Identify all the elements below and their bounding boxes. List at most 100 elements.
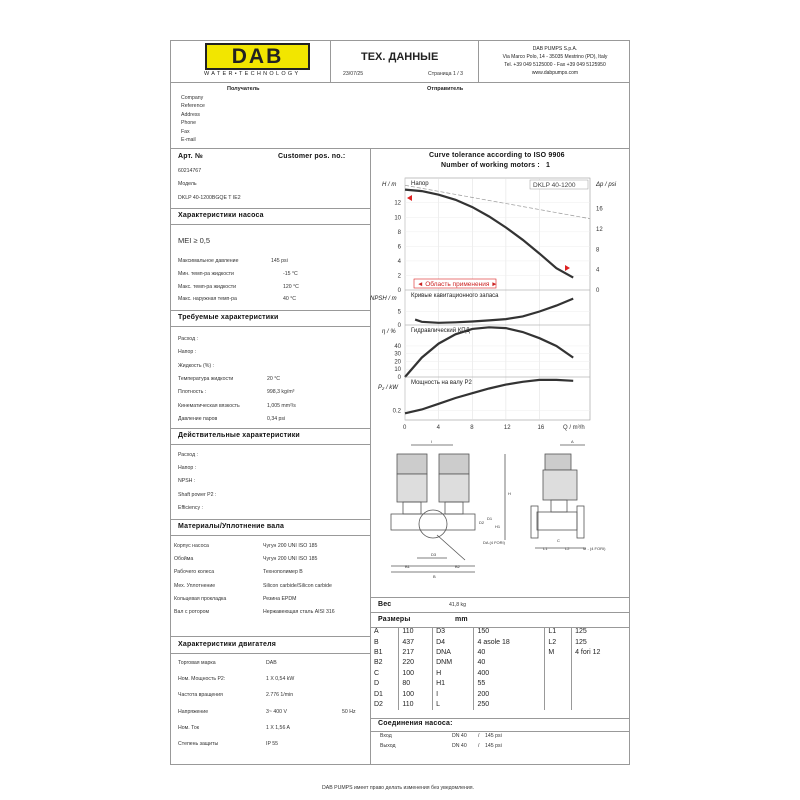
y-tick-label: 5 — [398, 310, 402, 316]
material-value: Нержавеющая сталь AISI 316 — [263, 609, 335, 615]
drawing-dimension-label: L2 — [565, 546, 570, 551]
recipient-label: Получатель — [227, 86, 260, 92]
connection-pressure: 145 psi — [485, 743, 502, 749]
motor-spec-value: 2.776 1/min — [266, 692, 294, 699]
drawing-dimension-label: H — [508, 491, 511, 496]
dimension-key: D — [374, 680, 380, 688]
connection-pressure: 145 psi — [485, 733, 502, 739]
y-axis-label: NPSH / m — [370, 296, 397, 302]
panel-title: Напор — [411, 181, 429, 187]
company-line: Via Marco Polo, 14 - 35035 Mestrino (PD)… — [502, 54, 608, 60]
material-value: Резина EPDM — [263, 595, 297, 602]
motors-label: Number of working motors : — [441, 162, 540, 169]
customer-pos-label: Customer pos. no.: — [278, 153, 346, 160]
model-label: Модель — [178, 181, 197, 187]
company-line: www.dabpumps.com — [531, 70, 579, 76]
required-spec-label: Напор : — [178, 349, 197, 356]
dimension-key: L1 — [544, 627, 572, 638]
weight-value: 41,8 kg — [449, 602, 467, 608]
y-tick-label: 0.2 — [393, 408, 402, 414]
motor-spec-value: 1 X 0,54 kW — [266, 676, 295, 683]
weight-label: Вес — [378, 601, 392, 608]
page-title: ТЕХ. ДАННЫЕ — [361, 51, 439, 63]
dashed-curve — [404, 184, 591, 220]
dimensions-table: A 110 D3 150 L1 125 B 437 D4 4 asole 18 L2 125 B1 217… — [371, 627, 629, 711]
company-line: Tel. +39 049 5125000 - Fax +39 049 51259… — [504, 62, 606, 68]
dimension-row: B1 217 DNA 40 M 4 fori 12 — [371, 647, 629, 659]
section-pump-title: Характеристики насоса — [178, 212, 264, 219]
y-tick-label: 0 — [398, 288, 402, 294]
y-axis-label: η / % — [382, 329, 396, 335]
pump-spec-value: 40 °C — [283, 296, 297, 303]
required-spec-value: 1,005 mm²/s — [267, 402, 296, 409]
right-axis-label: Δp / psi — [595, 182, 617, 188]
y-tick-label: 0 — [398, 375, 402, 381]
drawing-dimension-label: I — [431, 440, 432, 444]
required-spec-label: Температура жидкости — [178, 375, 234, 382]
section-materials-title: Материалы/Уплотнение вала — [178, 523, 285, 530]
material-label: Мех. Уплотнение — [174, 582, 216, 589]
page-number: Страница 1 / 3 — [428, 71, 464, 77]
contact-field-label: Reference — [181, 103, 205, 110]
actual-spec-label: Расход : — [178, 452, 198, 458]
material-label: Вал с ротором — [174, 609, 210, 615]
actual-spec-label: NPSH : — [178, 478, 196, 485]
drawing-dimension-label: H1 — [495, 524, 501, 529]
drawing-dimension-label: B2 — [455, 564, 461, 569]
dimension-value: 110 — [398, 627, 433, 638]
actual-spec-label: Shaft power P2 : — [178, 491, 217, 498]
dimension-key: L — [432, 699, 474, 711]
dimension-value: 200 — [473, 689, 545, 700]
dimension-row: A 110 D3 150 L1 125 — [371, 627, 629, 638]
pump-spec-label: Максимальное давление — [178, 258, 239, 264]
performance-chart: 0 4 8 12 16 Q / m³/h Напор H / m 0 2 4 6 8 10 12 Δp / p… — [370, 177, 617, 431]
drawing-dimension-label: D2 — [479, 520, 485, 525]
drawing-dimension-label: C — [557, 538, 560, 543]
dimension-key: C — [374, 669, 380, 677]
panel-title: Кривые кавитационного запаса — [411, 293, 499, 299]
motor-spec-value: IP 55 — [266, 741, 279, 747]
motor-spec-label: Торговая марка — [178, 660, 216, 666]
connection-sep: / — [478, 743, 480, 749]
connection-size: DN 40 — [452, 743, 467, 749]
drawing-dimension-label: A — [571, 440, 574, 444]
y-tick-label: 4 — [398, 259, 402, 265]
dimension-value: 4 asole 18 — [473, 637, 545, 648]
dimension-key — [544, 689, 572, 700]
dimension-value: 100 — [398, 689, 433, 700]
dimension-value — [571, 689, 629, 700]
dimension-key: D3 — [432, 627, 474, 638]
connection-label: Вход — [380, 733, 392, 739]
motor-spec-label: Ном. Мощность P2: — [178, 676, 226, 683]
dimension-key: L2 — [544, 637, 572, 648]
y-axis-label: H / m — [382, 182, 396, 188]
material-value: Silicon carbide/Silicon carbide — [263, 582, 332, 589]
drawing-dimension-label: B1 — [405, 564, 411, 569]
x-tick-label: 0 — [403, 425, 407, 431]
required-spec-value: 0,34 psi — [267, 415, 286, 422]
material-label: Корпус насоса — [174, 543, 209, 549]
section-actual-title: Действительные характеристики — [178, 432, 300, 439]
pump-spec-value: -15 °C — [283, 270, 298, 277]
dimension-value: 217 — [398, 647, 433, 659]
y-tick-label: 10 — [394, 367, 401, 373]
contact-field-label: Fax — [181, 128, 190, 135]
y-tick-label: 10 — [394, 215, 401, 221]
connection-sep: / — [478, 733, 480, 739]
dimension-row: D2 110 L 250 — [371, 699, 629, 711]
dimension-key — [544, 668, 572, 679]
required-spec-label: Жидкость (%) : — [178, 362, 214, 369]
dimension-key: DNA — [432, 647, 474, 659]
material-value: Чугун 200 UNI ISO 185 — [263, 543, 318, 549]
right-tick-label: 8 — [596, 247, 600, 253]
motor-spec-extra: 50 Hz — [342, 708, 356, 715]
dab-logo: DAB — [205, 43, 310, 70]
drawing-dimension-label: DA (4 FORI) — [483, 540, 506, 545]
right-tick-label: 16 — [596, 207, 603, 213]
x-tick-label: 4 — [437, 425, 441, 431]
y-tick-label: 6 — [398, 244, 402, 250]
required-spec-label: Плотность : — [178, 389, 207, 396]
company-line: DAB PUMPS S.p.A. — [532, 46, 578, 52]
y-tick-label: 0 — [398, 323, 402, 329]
